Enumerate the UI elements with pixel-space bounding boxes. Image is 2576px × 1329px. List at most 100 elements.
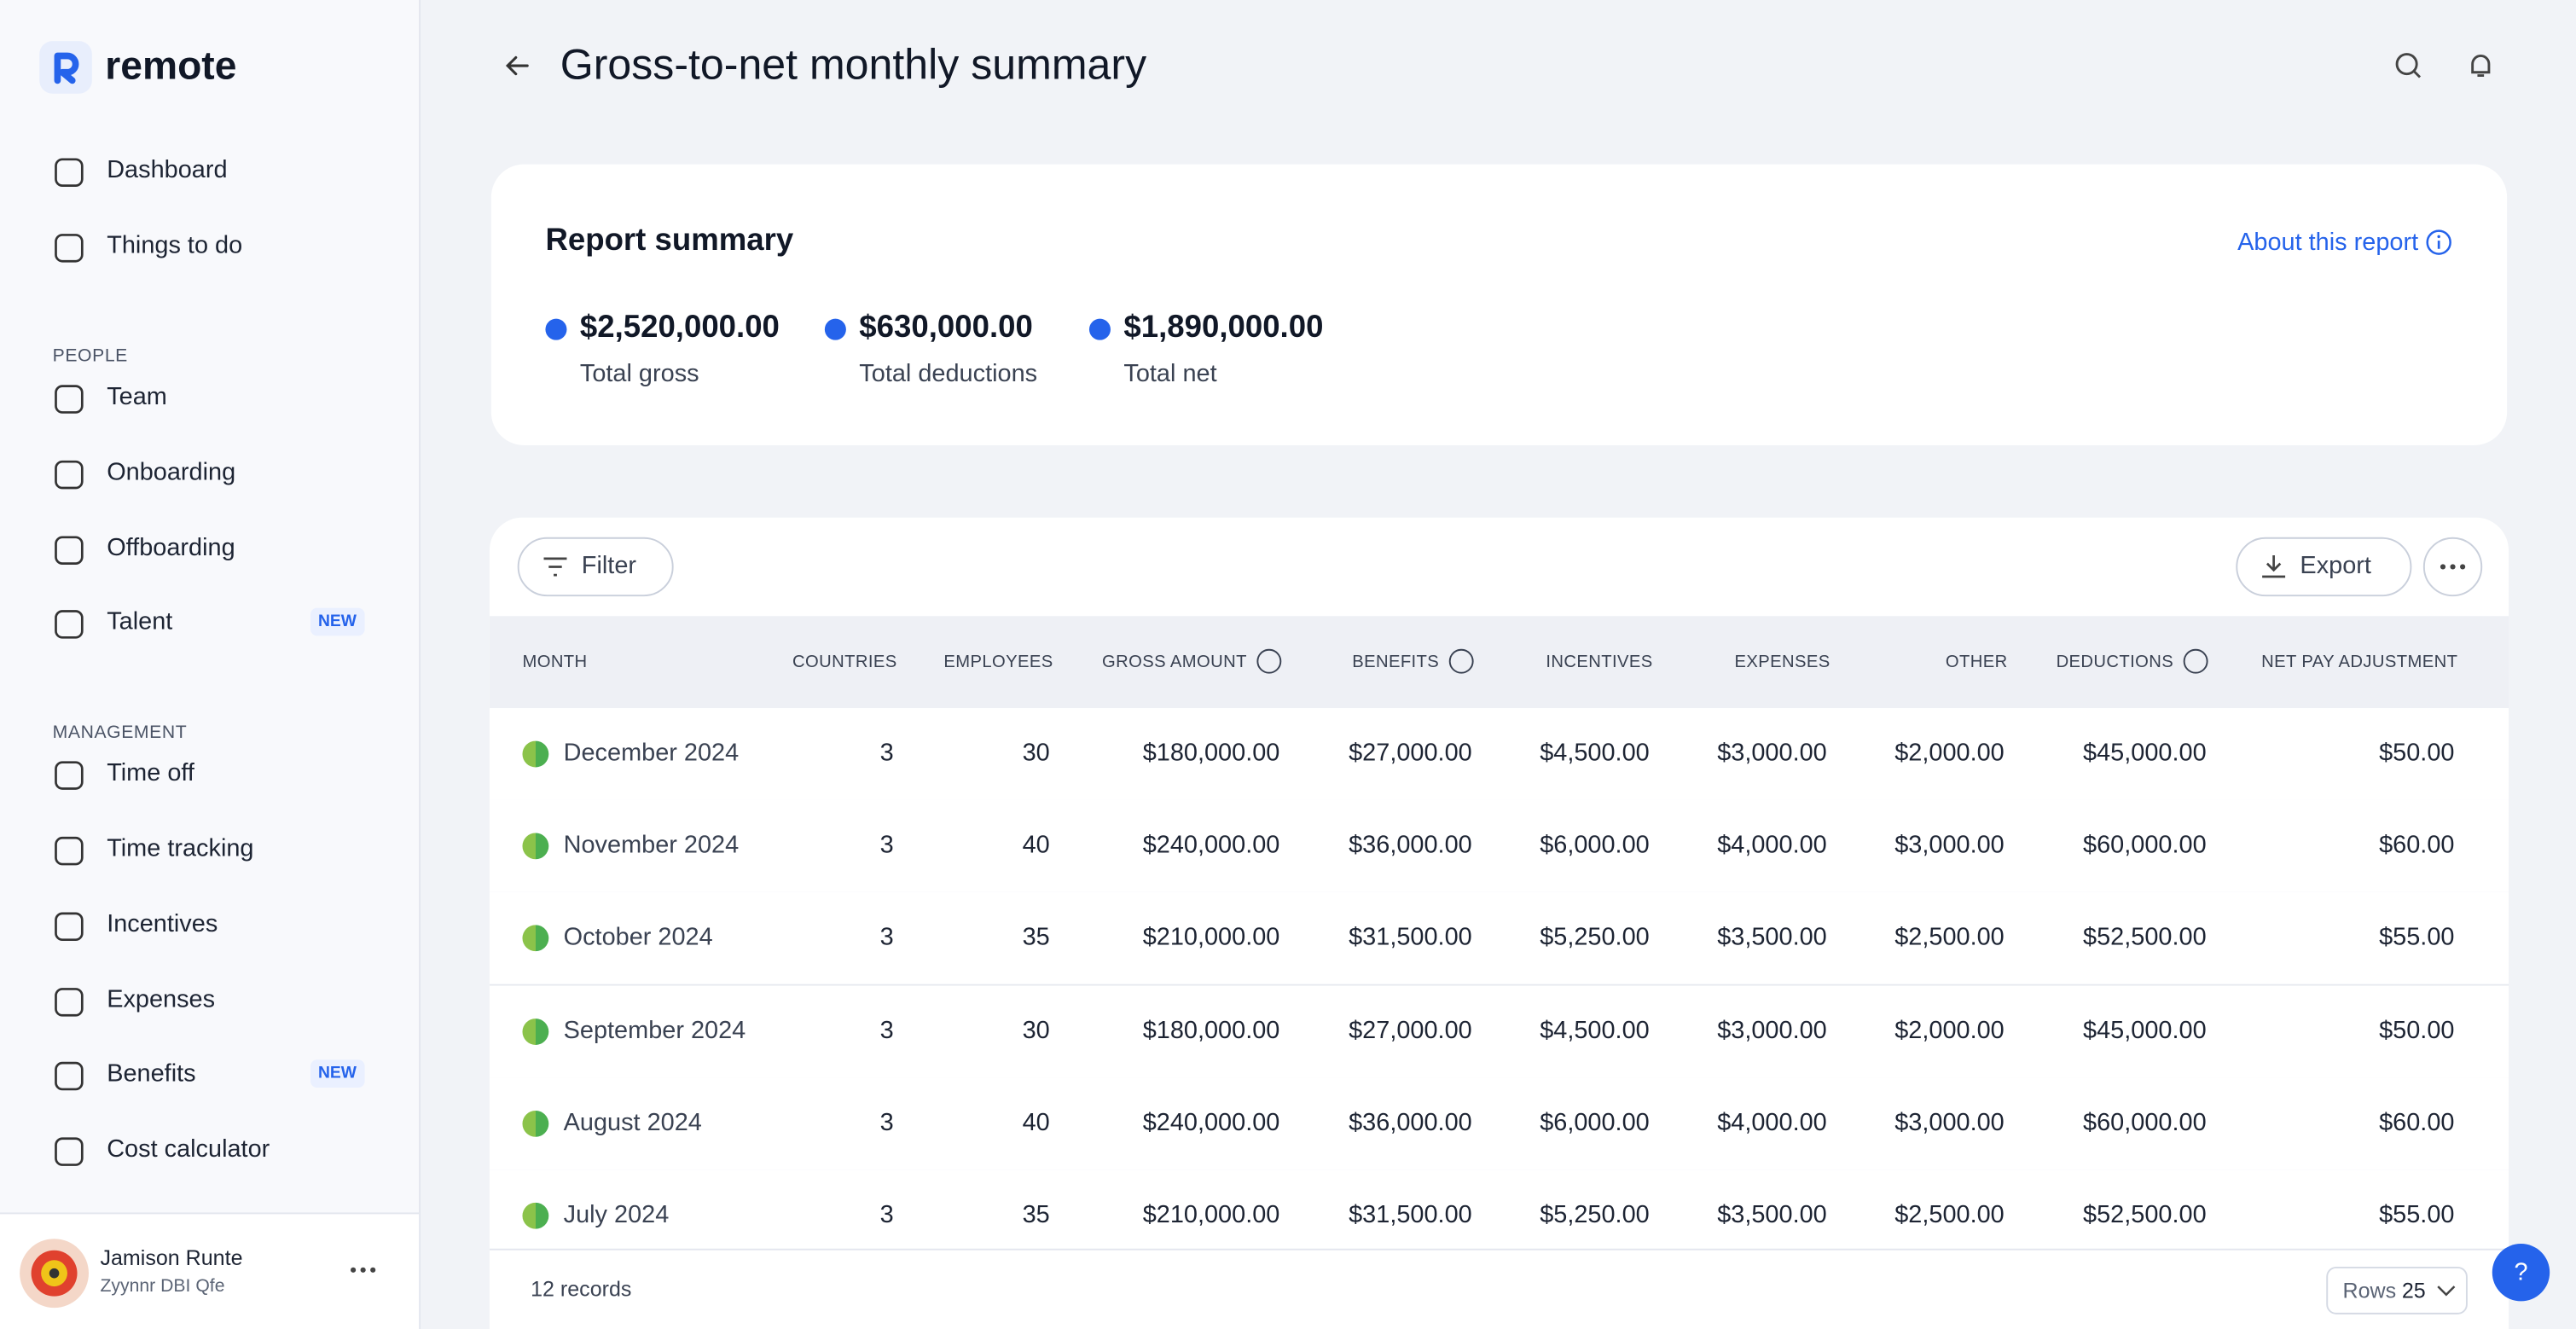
nav-icon bbox=[55, 1062, 84, 1092]
nav-item[interactable]: Things to do bbox=[39, 217, 381, 279]
user-panel[interactable]: Jamison Runte Zyynnr DBI Qfe bbox=[0, 1212, 420, 1329]
nav-label: Team bbox=[107, 382, 167, 411]
table-cell: $50.00 bbox=[2379, 1016, 2455, 1045]
table-cell: $6,000.00 bbox=[1540, 1108, 1650, 1137]
summary-title: Report summary bbox=[545, 223, 794, 258]
nav-icon bbox=[55, 912, 84, 941]
table-cell: $27,000.00 bbox=[1349, 739, 1472, 768]
table-cell: $27,000.00 bbox=[1349, 1016, 1472, 1045]
filter-button[interactable]: Filter bbox=[517, 537, 674, 597]
more-button[interactable] bbox=[2422, 537, 2483, 597]
nav-label: Things to do bbox=[107, 231, 243, 260]
nav-icon bbox=[55, 987, 84, 1016]
table-cell: 40 bbox=[1022, 1108, 1050, 1137]
table-cell: $5,250.00 bbox=[1540, 1200, 1650, 1229]
stat-value: $630,000.00 bbox=[859, 310, 1033, 345]
search-button[interactable] bbox=[2392, 49, 2425, 83]
table-cell: $60,000.00 bbox=[2083, 1108, 2207, 1137]
nav-item[interactable]: Time off bbox=[39, 745, 381, 807]
table-cell: 3 bbox=[879, 739, 894, 768]
user-menu[interactable] bbox=[348, 1263, 378, 1276]
nav-section-title: MANAGEMENT bbox=[52, 723, 188, 743]
nav-item[interactable]: Offboarding bbox=[39, 519, 381, 581]
status-dot bbox=[522, 1110, 549, 1137]
table-cell: $180,000.00 bbox=[1142, 1016, 1280, 1045]
month-cell: August 2024 bbox=[563, 1108, 702, 1137]
table-cell: $3,500.00 bbox=[1717, 924, 1827, 952]
table-cell: $3,000.00 bbox=[1717, 1016, 1827, 1045]
stat-value: $1,890,000.00 bbox=[1123, 310, 1324, 345]
nav-badge: NEW bbox=[310, 1060, 365, 1088]
month-cell: December 2024 bbox=[563, 739, 740, 768]
table-cell: $210,000.00 bbox=[1142, 1200, 1280, 1229]
help-button[interactable]: ? bbox=[2492, 1243, 2550, 1302]
table-cell: $5,250.00 bbox=[1540, 924, 1650, 952]
back-button[interactable] bbox=[501, 49, 534, 83]
sidebar: remote Dashboard Things to do PEOPLE Team On… bbox=[0, 0, 421, 1329]
table-cell: $52,500.00 bbox=[2083, 1200, 2207, 1229]
table-row[interactable] bbox=[489, 984, 2509, 1079]
nav-item[interactable]: Benefits NEW bbox=[39, 1046, 381, 1108]
nav-label: Time off bbox=[107, 759, 194, 787]
table-row[interactable] bbox=[489, 708, 2509, 802]
column-header: DEDUCTIONS bbox=[2056, 652, 2174, 672]
column-info-icon[interactable] bbox=[2183, 648, 2208, 674]
stat-label: Total gross bbox=[579, 359, 699, 388]
about-info-icon[interactable] bbox=[2425, 229, 2453, 257]
column-header: INCENTIVES bbox=[1546, 652, 1653, 672]
table-cell: $3,500.00 bbox=[1717, 1200, 1827, 1229]
rows-value: 25 bbox=[2401, 1278, 2426, 1303]
column-header: BENEFITS bbox=[1352, 652, 1440, 672]
column-info-icon[interactable] bbox=[1256, 648, 1282, 674]
table-cell: $4,500.00 bbox=[1540, 739, 1650, 768]
stat-dot bbox=[824, 318, 846, 340]
export-button[interactable]: Export bbox=[2236, 537, 2412, 597]
notifications-button[interactable] bbox=[2464, 49, 2498, 83]
nav-item[interactable]: Onboarding bbox=[39, 444, 381, 506]
logo-icon bbox=[54, 52, 79, 84]
table-row[interactable] bbox=[489, 892, 2509, 987]
nav-item[interactable]: Expenses bbox=[39, 970, 381, 1032]
stat-label: Total deductions bbox=[859, 359, 1038, 388]
about-link[interactable]: About this report bbox=[2237, 228, 2419, 257]
rows-label: Rows bbox=[2342, 1278, 2397, 1303]
table-cell: $2,500.00 bbox=[1894, 1200, 2005, 1229]
table-cell: 30 bbox=[1022, 1016, 1050, 1045]
table-cell: $60,000.00 bbox=[2083, 831, 2207, 860]
table-cell: $240,000.00 bbox=[1142, 831, 1280, 860]
table-cell: $31,500.00 bbox=[1349, 924, 1472, 952]
nav-item[interactable]: Incentives bbox=[39, 895, 381, 957]
status-dot bbox=[522, 833, 549, 860]
nav-item[interactable]: Talent NEW bbox=[39, 594, 381, 656]
nav-item[interactable]: Cost calculator bbox=[39, 1121, 381, 1183]
nav-label: Incentives bbox=[107, 909, 218, 938]
nav-item[interactable]: Time tracking bbox=[39, 820, 381, 882]
table-cell: $45,000.00 bbox=[2083, 739, 2207, 768]
records-count: 12 records bbox=[531, 1276, 632, 1302]
table-cell: 30 bbox=[1022, 739, 1050, 768]
table-row[interactable] bbox=[489, 1077, 2509, 1171]
nav-icon bbox=[55, 234, 84, 263]
nav-item[interactable]: Team bbox=[39, 368, 381, 430]
table-cell: $31,500.00 bbox=[1349, 1200, 1472, 1229]
column-header: GROSS AMOUNT bbox=[1102, 652, 1247, 672]
table-row[interactable] bbox=[489, 1169, 2509, 1264]
table-cell: $3,000.00 bbox=[1717, 739, 1827, 768]
status-dot bbox=[522, 740, 549, 768]
table-cell: $52,500.00 bbox=[2083, 924, 2207, 952]
nav-icon bbox=[55, 158, 84, 187]
nav-section-title: PEOPLE bbox=[52, 346, 128, 367]
table-row[interactable] bbox=[489, 800, 2509, 895]
export-icon bbox=[2262, 554, 2286, 578]
rows-select[interactable]: Rows 25 bbox=[2326, 1266, 2468, 1314]
table-cell: $2,000.00 bbox=[1894, 1016, 2005, 1045]
export-label: Export bbox=[2300, 552, 2371, 580]
nav-badge: NEW bbox=[310, 608, 365, 637]
column-info-icon[interactable] bbox=[1448, 648, 1474, 674]
brand: remote bbox=[105, 44, 237, 90]
nav-item[interactable]: Dashboard bbox=[39, 142, 381, 204]
month-cell: November 2024 bbox=[563, 831, 740, 860]
table-header bbox=[489, 616, 2509, 709]
column-header: NET PAY ADJUSTMENT bbox=[2261, 652, 2458, 672]
